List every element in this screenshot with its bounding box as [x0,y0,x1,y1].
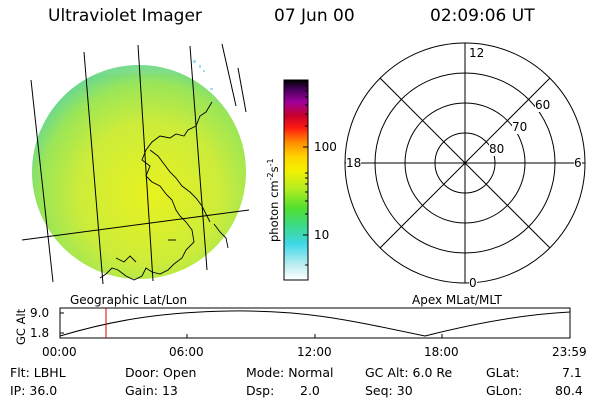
altitude-tick-high: 9.0 [30,306,50,320]
time-label: 02:09:06 UT [430,6,535,26]
filter-status: Flt: LBHL [10,365,66,380]
mlt-label-18: 18 [346,156,362,170]
mlt-label-6: 6 [574,156,582,170]
mlat-label-70: 70 [512,120,528,134]
time-tick-1800: 18:00 [424,345,459,359]
glon-value: 80.4 [555,383,583,398]
mlt-label-12: 12 [469,46,485,60]
mlat-label-80: 80 [489,142,505,156]
door-status: Door: Open [125,365,197,380]
latitude-line [21,209,250,241]
time-tick-1200: 12:00 [297,345,332,359]
earth-disk [32,65,246,279]
instrument-title: Ultraviolet Imager [48,6,202,26]
altitude-tick-low: 1.8 [30,326,50,340]
time-tick-0000: 00:00 [42,345,77,359]
time-tick-2359: 23:59 [552,345,587,359]
dsp-value: 2.0 [300,383,320,398]
seq-status: Seq: 30 [365,383,413,398]
mode-status: Mode: Normal [246,365,334,380]
geographic-caption: Geographic Lat/Lon [70,293,188,307]
altitude-curve [59,310,571,337]
colorbar-tick-100: 100 [314,140,337,154]
dsp-status: Dsp: [246,383,275,398]
gain-status: Gain: 13 [125,383,178,398]
mlt-label-0: 0 [469,276,477,290]
glat-status: GLat: [486,365,520,380]
color-scale-bar [283,79,309,281]
gc-alt-status: GC Alt: 6.0 Re [365,365,453,380]
colorbar-tick-10: 10 [314,228,330,242]
mlat-label-60: 60 [535,98,551,112]
glon-status: GLon: [486,383,523,398]
altitude-axis-label: GC Alt [14,308,28,345]
time-tick-0600: 06:00 [169,345,204,359]
date-label: 07 Jun 00 [274,6,355,26]
apex-caption: Apex MLat/MLT [412,293,502,307]
ip-status: IP: 36.0 [10,383,58,398]
glat-value: 7.1 [562,365,582,380]
coastline [99,101,213,281]
